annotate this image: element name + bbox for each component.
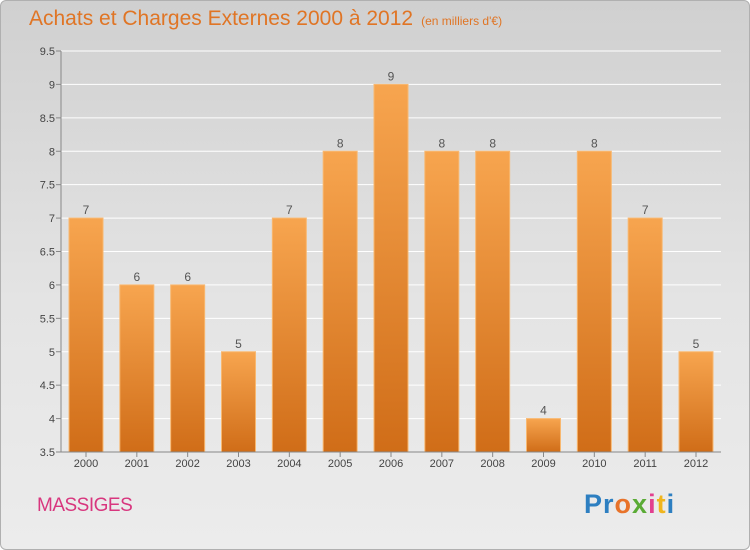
y-tick-label: 9 [49,79,55,91]
bar [119,284,155,453]
bar [526,418,561,453]
data-label: 7 [286,203,293,217]
y-tick-label: 8 [49,146,55,158]
bar [576,150,612,453]
data-label: 4 [540,404,547,418]
x-axis-ticks: 2000 2001 2002 2003 2004 2005 2006 2007 2008 2009… [74,452,708,470]
x-tick-label: 2011 [633,458,657,470]
logo-letter: t [656,489,667,519]
bar [322,150,358,453]
bar [627,217,663,453]
data-label: 5 [235,337,242,351]
logo-letter: i [666,489,676,519]
x-tick-label: 2002 [175,458,199,470]
y-tick-label: 5 [49,347,55,359]
y-tick-label: 4.5 [40,380,55,392]
y-tick-label: 3.5 [40,447,55,459]
x-tick-label: 2012 [684,458,708,470]
logo-letter: r [603,489,615,519]
y-tick-label: 6.5 [40,247,55,259]
data-label: 8 [591,136,598,150]
data-label: 6 [184,270,191,284]
x-tick-label: 2010 [582,458,606,470]
bars [68,83,714,453]
data-label: 8 [337,136,344,150]
bar [170,284,206,453]
y-tick-label: 6 [49,280,55,292]
bar [68,217,104,453]
data-label: 5 [693,337,700,351]
x-tick-label: 2009 [531,458,555,470]
x-tick-label: 2008 [480,458,504,470]
chart-title: Achats et Charges Externes 2000 à 2012 (e… [29,7,502,31]
bar [271,217,307,453]
data-labels: 7 6 6 5 7 8 9 8 8 4 8 7 5 [83,69,700,417]
bar [424,150,460,453]
x-tick-label: 2004 [277,458,301,470]
proxiti-logo[interactable]: Proxiti [584,489,675,520]
y-tick-label: 5.5 [40,313,55,325]
data-label: 7 [642,203,649,217]
logo-letter: i [648,489,657,519]
x-tick-label: 2005 [328,458,352,470]
logo-letter: o [614,489,633,519]
y-tick-label: 7 [49,213,55,225]
chart-subtitle: (en milliers d'€) [421,14,503,28]
logo-letter: P [584,489,604,519]
y-axis-ticks: 3.5 4 4.5 5 5.5 6 6.5 7 7.5 8 8.5 9 9.5 [40,46,61,459]
bar [678,351,714,453]
x-tick-label: 2001 [125,458,149,470]
bar [475,150,511,453]
bar [373,83,409,453]
x-tick-label: 2003 [226,458,250,470]
data-label: 8 [438,136,445,150]
data-label: 9 [388,69,395,83]
y-tick-label: 7.5 [40,180,55,192]
bar [221,351,256,453]
commune-name: MASSIGES [37,495,133,516]
axes [60,51,721,453]
data-label: 8 [489,136,496,150]
y-tick-label: 9.5 [40,46,55,58]
data-label: 7 [83,203,90,217]
chart-title-text: Achats et Charges Externes 2000 à 2012 [29,7,414,30]
y-tick-label: 4 [49,414,55,426]
x-tick-label: 2006 [379,458,403,470]
y-tick-label: 8.5 [40,113,55,125]
x-tick-label: 2000 [74,458,98,470]
x-tick-label: 2007 [430,458,454,470]
data-label: 6 [133,270,140,284]
logo-letter: x [632,489,649,519]
